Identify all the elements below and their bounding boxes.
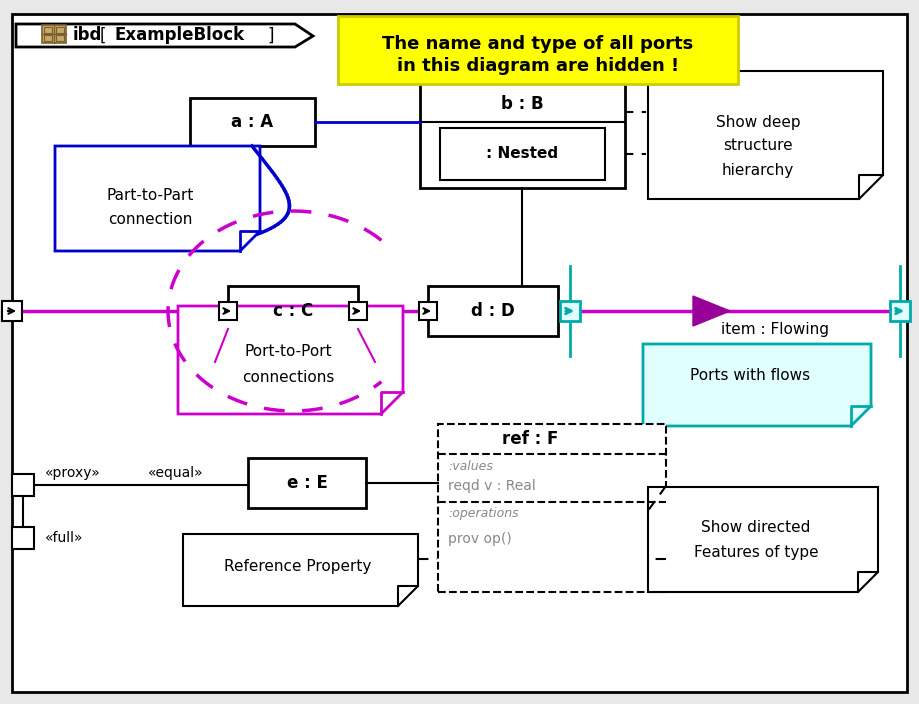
Text: Reference Property: Reference Property — [224, 558, 371, 574]
Bar — [12, 474, 34, 496]
Bar — [44, 27, 52, 33]
Bar — [348, 302, 367, 320]
Text: hierarchy: hierarchy — [721, 163, 793, 179]
Text: «equal»: «equal» — [148, 466, 203, 480]
Text: :values: :values — [448, 460, 493, 472]
Bar — [437, 424, 665, 592]
Text: in this diagram are hidden !: in this diagram are hidden ! — [396, 57, 678, 75]
Bar — [12, 527, 34, 549]
Bar — [56, 35, 64, 41]
Text: ]: ] — [267, 27, 273, 44]
Polygon shape — [183, 534, 417, 606]
Text: connection: connection — [108, 213, 192, 227]
Text: e : E: e : E — [286, 474, 327, 492]
Bar — [427, 286, 558, 336]
Bar — [337, 16, 737, 84]
Bar — [418, 302, 437, 320]
Polygon shape — [647, 487, 877, 592]
Text: c : C: c : C — [273, 302, 312, 320]
Polygon shape — [642, 344, 870, 426]
Text: Port-to-Port: Port-to-Port — [244, 344, 332, 360]
Bar — [44, 35, 52, 41]
Bar — [248, 458, 366, 508]
Text: item : Flowing: item : Flowing — [720, 322, 828, 337]
Text: Part-to-Part: Part-to-Part — [107, 189, 194, 203]
Bar — [228, 286, 357, 336]
Bar — [439, 128, 605, 180]
Text: ref : F: ref : F — [501, 430, 558, 448]
Text: :operations: :operations — [448, 508, 518, 520]
Text: : Nested: : Nested — [485, 146, 558, 161]
Bar — [42, 25, 66, 43]
Text: [: [ — [100, 27, 107, 44]
Bar — [219, 302, 237, 320]
Polygon shape — [55, 146, 260, 251]
Polygon shape — [692, 296, 729, 326]
Bar — [56, 27, 64, 33]
Text: reqd v : Real: reqd v : Real — [448, 479, 535, 493]
Text: ibd: ibd — [73, 27, 102, 44]
Text: ExampleBlock: ExampleBlock — [115, 27, 244, 44]
Bar — [420, 70, 624, 188]
Text: d : D: d : D — [471, 302, 515, 320]
Polygon shape — [647, 71, 882, 199]
Text: connections: connections — [242, 370, 334, 386]
Text: The name and type of all ports: The name and type of all ports — [382, 35, 693, 53]
Bar — [2, 301, 22, 321]
Text: b : B: b : B — [500, 95, 543, 113]
Text: a : A: a : A — [231, 113, 273, 131]
Text: Show directed: Show directed — [700, 520, 810, 534]
Polygon shape — [16, 24, 312, 47]
Polygon shape — [177, 306, 403, 414]
Bar — [560, 301, 579, 321]
Bar — [190, 98, 314, 146]
Text: prov op(): prov op() — [448, 532, 511, 546]
Text: structure: structure — [722, 139, 792, 153]
Bar — [889, 301, 909, 321]
Text: «full»: «full» — [45, 531, 84, 545]
Text: «proxy»: «proxy» — [45, 466, 101, 480]
Text: Features of type: Features of type — [693, 544, 817, 560]
Text: Ports with flows: Ports with flows — [689, 368, 810, 384]
Text: Show deep: Show deep — [715, 115, 800, 130]
